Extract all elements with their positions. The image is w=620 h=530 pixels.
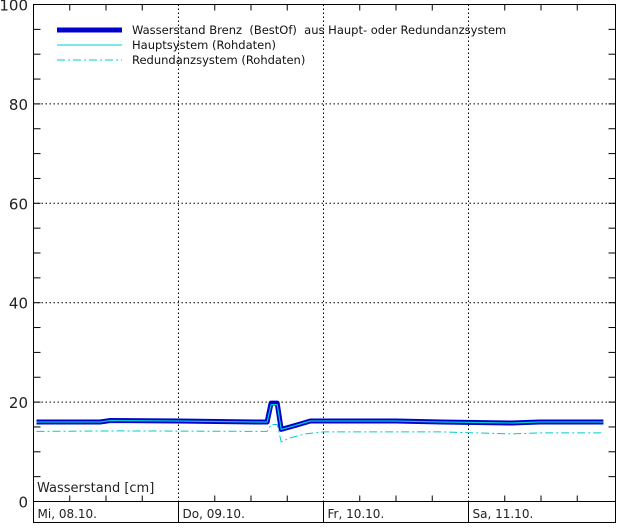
legend-label: Wasserstand Brenz (BestOf) aus Haupt- od… bbox=[132, 23, 506, 37]
y-tick-label: 80 bbox=[9, 96, 28, 114]
grid bbox=[33, 4, 616, 502]
legend: Wasserstand Brenz (BestOf) aus Haupt- od… bbox=[57, 23, 506, 67]
series-line-2 bbox=[36, 424, 604, 443]
axis-ticks bbox=[33, 4, 616, 522]
x-axis-box bbox=[33, 501, 616, 523]
y-tick-label: 0 bbox=[18, 494, 28, 512]
y-tick-labels: 0 20 40 60 80 100 bbox=[0, 0, 28, 512]
legend-label: Redundanzsystem (Rohdaten) bbox=[132, 53, 305, 67]
x-tick-label: Do, 09.10. bbox=[183, 507, 245, 521]
x-tick-label: Sa, 11.10. bbox=[473, 507, 534, 521]
plot-frame bbox=[33, 4, 616, 502]
series-line-1 bbox=[36, 404, 604, 430]
x-tick-labels: Mi, 08.10. Do, 09.10. Fr, 10.10. Sa, 11.10. bbox=[38, 507, 534, 521]
y-tick-label: 60 bbox=[9, 195, 28, 213]
y-tick-label: 20 bbox=[9, 394, 28, 412]
y-tick-label: 100 bbox=[0, 0, 28, 15]
x-tick-label: Fr, 10.10. bbox=[328, 507, 385, 521]
legend-label: Hauptsystem (Rohdaten) bbox=[132, 38, 276, 52]
series-line-0 bbox=[36, 400, 604, 432]
y-axis-label: Wasserstand [cm] bbox=[37, 481, 154, 496]
y-tick-label: 40 bbox=[9, 295, 28, 313]
series-lines bbox=[36, 400, 604, 443]
x-tick-label: Mi, 08.10. bbox=[38, 507, 97, 521]
